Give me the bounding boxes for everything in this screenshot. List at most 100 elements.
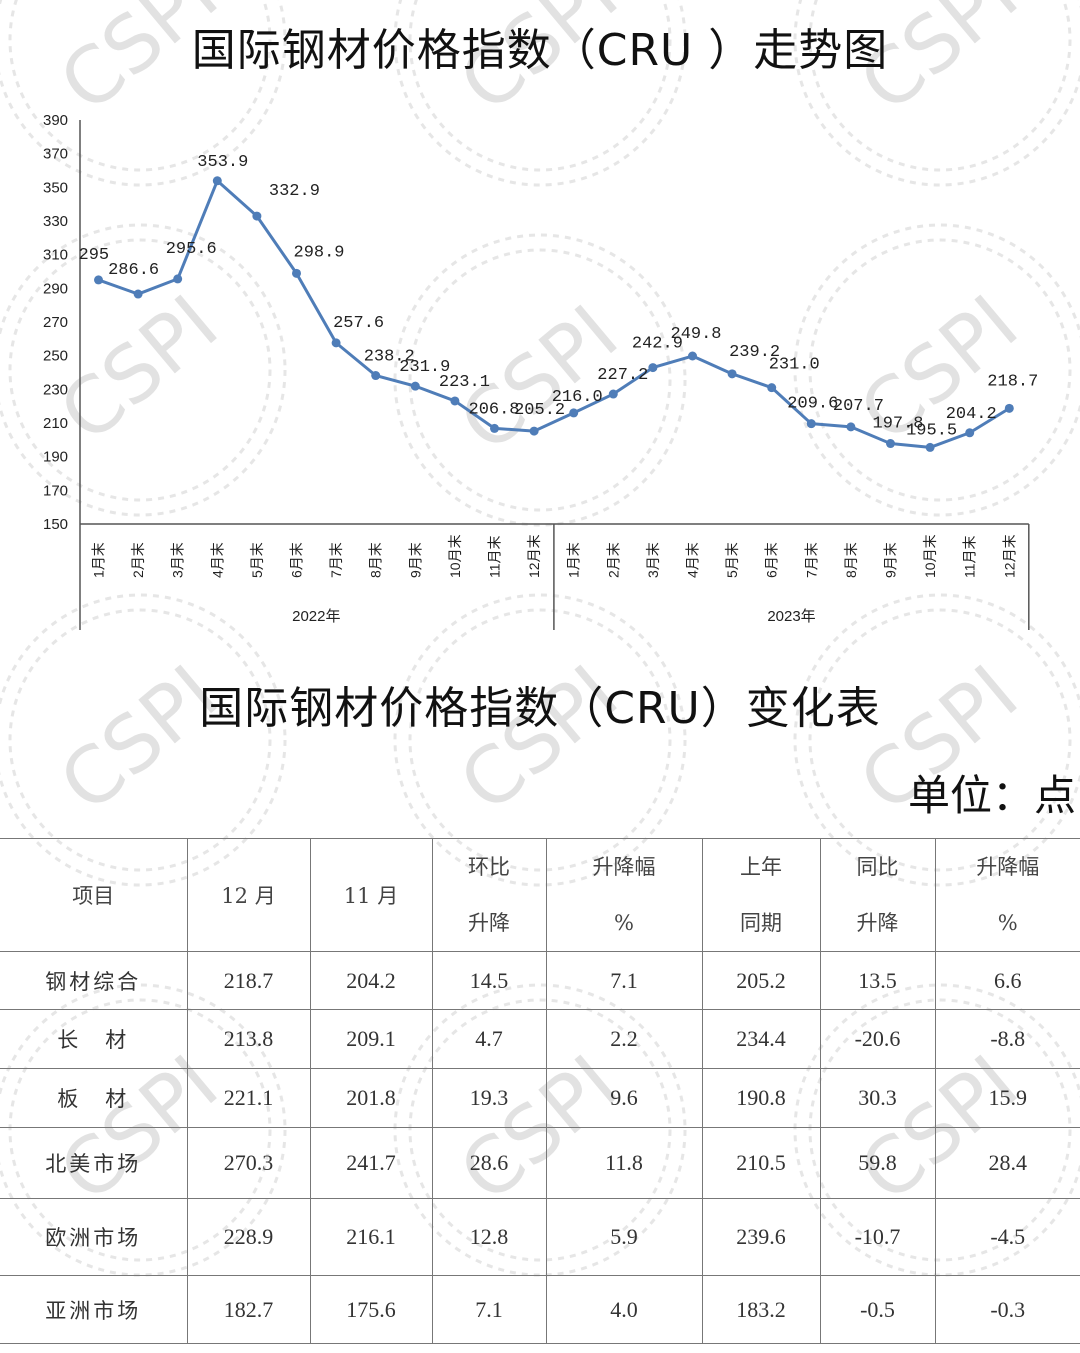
x-tick-label: 4月末 [209, 542, 225, 578]
data-label: 227.2 [597, 366, 648, 385]
row-label: 板 材 [0, 1068, 188, 1128]
data-point [94, 275, 103, 285]
table-cell: 205.2 [701, 951, 821, 1010]
data-label: 216.0 [552, 388, 603, 407]
data-label: 204.2 [946, 405, 997, 424]
y-tick-label: 370 [43, 146, 68, 163]
header-item: 项目 [0, 838, 188, 952]
table-cell: 183.2 [701, 1275, 821, 1344]
data-point [569, 408, 579, 418]
table-cell: 30.3 [819, 1068, 936, 1128]
x-tick-label: 4月末 [685, 542, 701, 578]
table-cell: -0.5 [819, 1275, 936, 1344]
table-cell: -4.5 [934, 1198, 1080, 1276]
data-point [648, 363, 658, 373]
y-tick-label: 170 [43, 482, 68, 499]
line-chart: 150170190210230250270290310330350370390 … [43, 112, 1039, 630]
table-cell: -0.3 [934, 1275, 1080, 1344]
data-point [450, 396, 460, 406]
table-cell: 182.7 [186, 1275, 311, 1344]
table-row: 长 材 213.8 209.1 4.7 2.2 234.4 -20.6 -8.8 [0, 1009, 1080, 1069]
unit-label: 单位：点 [907, 771, 1076, 820]
table-cell: 5.9 [545, 1198, 703, 1276]
data-point [133, 289, 143, 299]
x-tick-label: 10月末 [447, 534, 463, 578]
table-cell: 19.3 [431, 1068, 547, 1128]
data-point [767, 383, 777, 393]
x-tick-label: 2月末 [130, 542, 146, 578]
table-cell: 2.2 [545, 1009, 703, 1069]
header-yoy-change: 同比 升降 [819, 838, 936, 952]
data-label: 249.8 [671, 325, 722, 344]
year-group-label: 2023年 [767, 608, 815, 625]
table-cell: 9.6 [545, 1068, 703, 1128]
table-cell: 12.8 [431, 1198, 547, 1276]
x-tick-label: 6月末 [764, 542, 780, 578]
x-tick-label: 3月末 [645, 542, 661, 578]
x-tick-label: 10月末 [922, 534, 938, 578]
table-cell: 218.7 [186, 951, 311, 1010]
data-label: 353.9 [197, 153, 248, 172]
data-point [292, 268, 301, 278]
data-point [965, 428, 975, 438]
row-label: 亚洲市场 [0, 1275, 188, 1344]
header-dec: 12 月 [186, 838, 311, 952]
table-cell: 204.2 [309, 951, 433, 1010]
table-cell: 190.8 [701, 1068, 821, 1128]
data-label: 223.1 [439, 373, 490, 392]
x-tick-label: 2月末 [605, 542, 621, 578]
table-row: 板 材 221.1 201.8 19.3 9.6 190.8 30.3 15.9 [0, 1068, 1080, 1128]
table-cell: -8.8 [934, 1009, 1080, 1069]
data-point [688, 351, 697, 361]
data-point [886, 439, 895, 449]
x-tick-label: 7月末 [803, 542, 819, 578]
data-point [806, 419, 816, 429]
table-cell: 7.1 [431, 1275, 547, 1344]
table-header-row: 项目 12 月 11 月 环比 升降 升降幅% 上年 同期 同比 升降 升降幅% [0, 838, 1080, 952]
data-label: 295 [79, 246, 110, 265]
table-cell: 28.4 [934, 1127, 1080, 1199]
header-nov: 11 月 [309, 838, 433, 952]
table-cell: 11.8 [545, 1127, 703, 1199]
table-row: 欧洲市场 228.9 216.1 12.8 5.9 239.6 -10.7 -4.5 [0, 1198, 1080, 1276]
data-point [212, 176, 222, 186]
data-label: 286.6 [108, 261, 159, 280]
data-point [529, 426, 539, 436]
x-tick-label: 8月末 [843, 542, 859, 578]
chart-title: 国际钢材价格指数（CRU ）走势图 [191, 25, 889, 76]
y-tick-label: 310 [43, 247, 68, 264]
data-label: 239.2 [729, 343, 780, 362]
table-row: 北美市场 270.3 241.7 28.6 11.8 210.5 59.8 28.4 [0, 1127, 1080, 1199]
table-cell: 7.1 [545, 951, 703, 1010]
data-label: 298.9 [294, 243, 345, 262]
table-cell: 228.9 [186, 1198, 311, 1276]
table-cell: 216.1 [309, 1198, 433, 1276]
data-point [925, 442, 935, 452]
x-tick-label: 3月末 [170, 542, 186, 578]
table-cell: -10.7 [819, 1198, 936, 1276]
y-tick-label: 290 [43, 280, 68, 297]
y-tick-label: 190 [43, 449, 68, 466]
cru-change-table: 项目 12 月 11 月 环比 升降 升降幅% 上年 同期 同比 升降 升降幅% 钢材… [0, 838, 1080, 1344]
header-last-year: 上年 同期 [701, 838, 821, 952]
data-label: 257.6 [333, 314, 384, 333]
row-label: 长 材 [0, 1009, 188, 1069]
y-tick-label: 350 [43, 179, 68, 196]
data-point [173, 274, 183, 284]
table-cell: -20.6 [819, 1009, 936, 1069]
y-tick-label: 210 [43, 415, 68, 432]
y-tick-label: 390 [43, 112, 68, 129]
row-label: 钢材综合 [0, 951, 188, 1010]
x-tick-label: 1月末 [91, 542, 107, 578]
data-label: 218.7 [987, 372, 1038, 391]
table-cell: 14.5 [431, 951, 547, 1010]
data-label: 295.6 [166, 240, 217, 259]
table-cell: 209.1 [309, 1009, 433, 1069]
table-cell: 175.6 [309, 1275, 433, 1344]
data-labels: 295286.6295.6353.9332.9298.9257.6238.223… [79, 153, 1039, 441]
data-label: 209.6 [787, 395, 838, 414]
data-label: 207.7 [833, 397, 884, 416]
x-tick-label: 5月末 [724, 542, 740, 578]
header-yoy-pct: 升降幅% [934, 838, 1080, 952]
x-tick-label: 8月末 [368, 542, 384, 578]
